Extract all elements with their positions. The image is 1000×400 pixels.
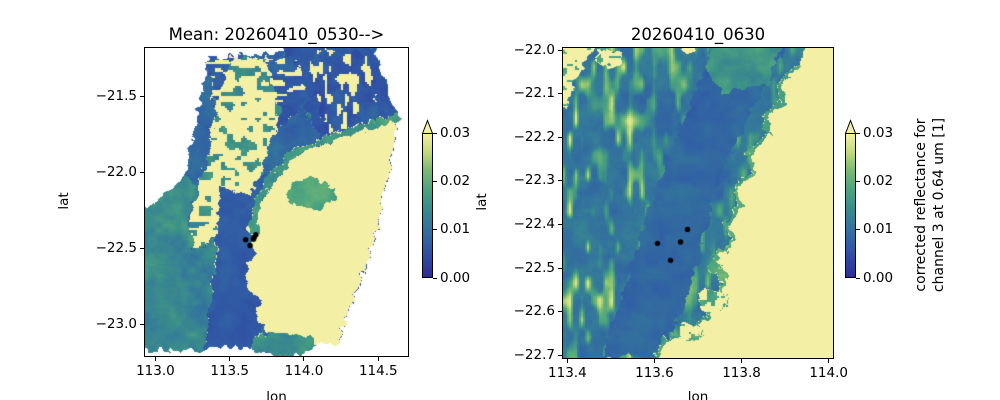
y-tick-mark	[558, 180, 562, 182]
colorbar-label-line1: corrected reflectance for	[913, 118, 929, 292]
y-tick-mark	[140, 96, 144, 98]
colorbar-tick-mark	[433, 277, 437, 279]
colorbar-tick-label: 0.03	[440, 124, 471, 141]
y-tick-label: −22.3	[513, 172, 555, 189]
colorbar-tick-mark	[856, 180, 860, 182]
y-tick-mark	[558, 136, 562, 138]
right-xlabel: lon	[687, 389, 709, 400]
left-colorbar-extend-arrow-icon	[421, 119, 434, 134]
right-colorbar	[845, 133, 856, 278]
colorbar-tick-label: 0.02	[863, 172, 894, 189]
left-xlabel: lon	[266, 389, 287, 400]
x-tick-label: 113.4	[548, 365, 587, 381]
colorbar-tick-mark	[433, 132, 437, 134]
y-tick-label: −22.5	[513, 259, 555, 276]
x-tick-mark	[741, 359, 743, 363]
colorbar-tick-mark	[433, 180, 437, 182]
x-tick-label: 113.8	[722, 365, 761, 381]
x-tick-mark	[229, 357, 231, 361]
colorbar-tick-label: 0.00	[440, 269, 471, 286]
y-tick-mark	[558, 354, 562, 356]
x-tick-mark	[154, 357, 156, 361]
x-tick-label: 114.5	[358, 363, 398, 379]
colorbar-tick-label: 0.00	[863, 269, 894, 286]
left-colorbar	[422, 133, 433, 278]
y-tick-label: −21.5	[95, 88, 137, 105]
y-tick-label: −22.2	[513, 128, 555, 145]
x-tick-mark	[303, 357, 305, 361]
y-tick-label: −22.1	[513, 85, 555, 102]
right-heatmap-image	[563, 48, 833, 358]
y-tick-label: −22.7	[513, 346, 555, 363]
x-tick-label: 113.6	[635, 365, 674, 381]
colorbar-tick-mark	[856, 132, 860, 134]
x-tick-mark	[828, 359, 830, 363]
colorbar-tick-mark	[433, 229, 437, 231]
left-ylabel: lat	[56, 192, 72, 210]
y-tick-label: −22.0	[513, 41, 555, 58]
x-tick-mark	[566, 359, 568, 363]
y-tick-mark	[140, 323, 144, 325]
x-tick-label: 113.5	[210, 363, 250, 379]
y-tick-label: −23.0	[95, 315, 137, 332]
left-heatmap-image	[145, 48, 408, 356]
y-tick-mark	[558, 311, 562, 313]
y-tick-mark	[558, 93, 562, 95]
y-tick-mark	[558, 267, 562, 269]
x-tick-label: 114.0	[809, 365, 848, 381]
y-tick-label: −22.0	[95, 163, 137, 180]
x-tick-mark	[377, 357, 379, 361]
y-tick-label: −22.5	[95, 239, 137, 256]
x-tick-label: 114.0	[284, 363, 324, 379]
y-tick-mark	[140, 247, 144, 249]
colorbar-tick-mark	[856, 229, 860, 231]
y-tick-label: −22.4	[513, 216, 555, 233]
y-tick-mark	[558, 49, 562, 51]
left-plot-title: Mean: 20260410_0530-->	[168, 25, 385, 44]
x-tick-mark	[653, 359, 655, 363]
x-tick-label: 113.0	[136, 363, 175, 379]
colorbar-axis-label: corrected reflectance for channel 3 at 0…	[913, 95, 949, 315]
colorbar-tick-mark	[856, 277, 860, 279]
colorbar-tick-label: 0.01	[863, 221, 894, 238]
right-colorbar-extend-arrow-icon	[844, 119, 857, 134]
right-plot-title: 20260410_0630	[630, 25, 766, 44]
colorbar-tick-label: 0.01	[440, 221, 471, 238]
colorbar-tick-label: 0.02	[440, 172, 471, 189]
colorbar-label-line2: channel 3 at 0.64 um [1]	[930, 117, 947, 293]
y-tick-label: −22.6	[513, 303, 555, 320]
y-tick-mark	[140, 171, 144, 173]
colorbar-tick-label: 0.03	[863, 124, 894, 141]
y-tick-mark	[558, 224, 562, 226]
